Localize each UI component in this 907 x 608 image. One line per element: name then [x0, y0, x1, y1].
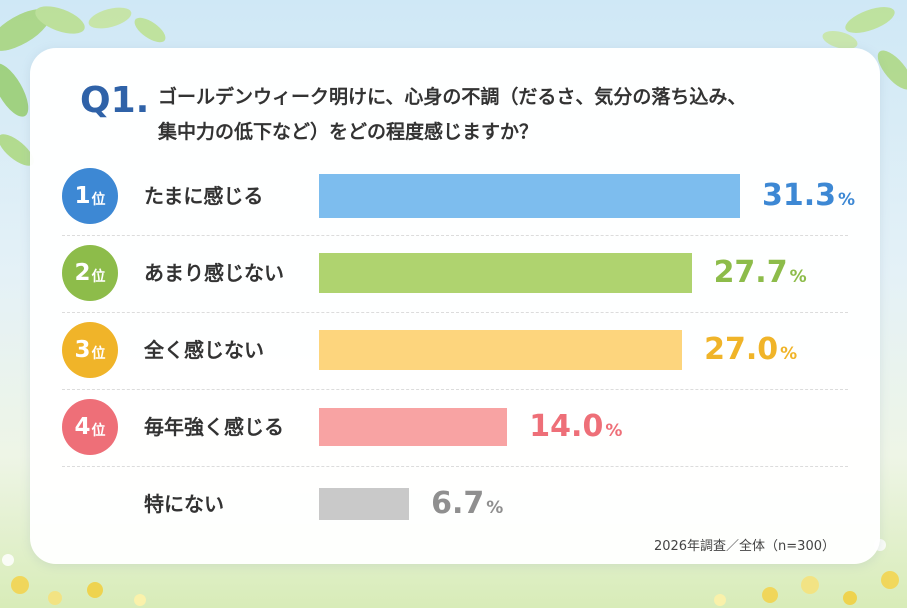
value-label-4: 14.0% [529, 407, 622, 447]
value-label-1: 31.3% [762, 176, 855, 216]
rank-number: 3 [74, 337, 91, 363]
value-label-5: 6.7% [431, 484, 503, 524]
value-percent-sign: % [789, 267, 807, 287]
question-line-1: ゴールデンウィーク明けに、心身の不調（だるさ、気分の落ち込み、 [158, 86, 747, 108]
value-percent-sign: % [780, 344, 798, 364]
category-label: 毎年強く感じる [144, 415, 284, 439]
value-label-2: 27.7% [714, 253, 807, 293]
rank-suffix: 位 [91, 423, 106, 439]
value-number: 31.3 [761, 178, 837, 213]
chart-card [30, 48, 880, 564]
question-line-2: 集中力の低下など）をどの程度感じますか？ [158, 121, 539, 143]
rank-suffix: 位 [91, 346, 106, 362]
row-separator [62, 311, 848, 313]
row-separator [62, 388, 848, 390]
bar-5 [319, 488, 410, 520]
survey-footnote: 2026年調査／全体（n=300） [653, 539, 835, 554]
value-label-3: 27.0% [704, 330, 797, 370]
question-text: ゴールデンウィーク明けに、心身の不調（だるさ、気分の落ち込み、 集中力の低下など… [158, 80, 818, 150]
value-number: 14.0 [529, 409, 604, 444]
row-separator [62, 234, 848, 236]
value-percent-sign: % [486, 498, 504, 518]
value-number: 6.7 [431, 486, 485, 521]
bar-1 [319, 174, 740, 218]
value-number: 27.0 [704, 332, 779, 367]
category-label: 全く感じない [144, 338, 264, 362]
bar-3 [319, 330, 683, 370]
value-number: 27.7 [713, 255, 788, 290]
value-percent-sign: % [838, 190, 856, 210]
category-label: たまに感じる [144, 184, 264, 208]
rank-number: 2 [74, 260, 91, 286]
rank-number: 1 [74, 183, 91, 209]
rank-suffix: 位 [91, 192, 106, 208]
bar-2 [319, 253, 692, 293]
value-percent-sign: % [605, 421, 623, 441]
question-label: Q1. [80, 80, 150, 121]
rank-suffix: 位 [91, 269, 106, 285]
category-label: あまり感じない [144, 261, 284, 285]
row-separator [62, 465, 848, 467]
rank-number: 4 [74, 414, 91, 440]
bar-4 [319, 408, 508, 446]
category-label: 特にない [144, 492, 224, 516]
